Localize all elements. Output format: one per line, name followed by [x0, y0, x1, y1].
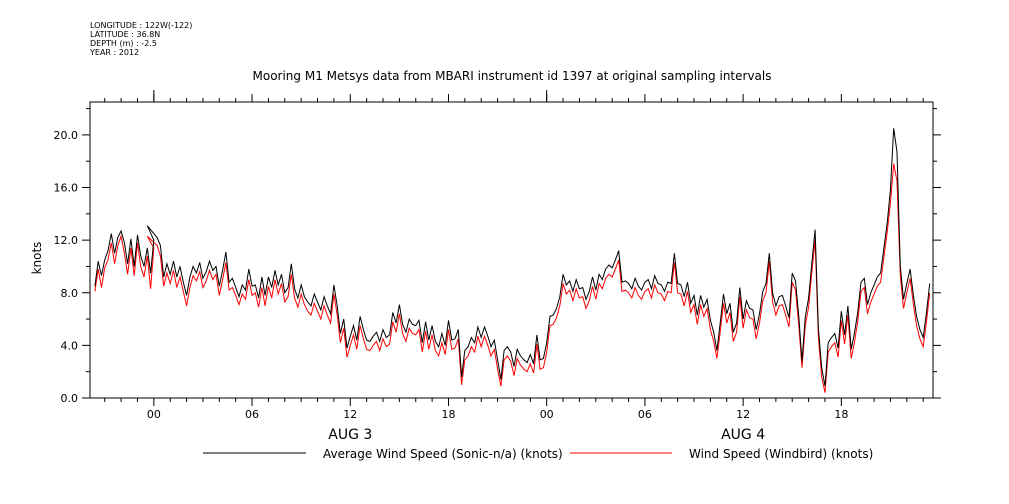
date-label: AUG 4: [721, 427, 765, 443]
x-tick-label: 06: [638, 408, 652, 421]
y-tick-label: 20.0: [54, 129, 79, 142]
y-tick-label: 16.0: [54, 182, 79, 195]
legend-label-windbird: Wind Speed (Windbird) (knots): [689, 447, 873, 461]
x-tick-label: 12: [343, 408, 357, 421]
location-metadata: LONGITUDE : 122W(-122) LATITUDE : 36.8N …: [90, 21, 192, 57]
series-line-windbird: [94, 163, 931, 393]
legend-label-sonic: Average Wind Speed (Sonic-n/a) (knots): [323, 447, 563, 461]
x-tick-label: 06: [245, 408, 259, 421]
chart-title: Mooring M1 Metsys data from MBARI instru…: [253, 69, 772, 83]
y-tick-label: 12.0: [54, 234, 79, 247]
x-tick-label: 12: [736, 408, 750, 421]
x-tick-label: 18: [441, 408, 455, 421]
date-label: AUG 3: [328, 427, 372, 443]
y-axis-label: knots: [30, 242, 44, 275]
x-tick-label: 00: [147, 408, 161, 421]
plot-frame: [89, 101, 934, 399]
x-tick-label: 00: [540, 408, 554, 421]
y-tick-label: 4.0: [61, 339, 79, 352]
metadata-longitude: LONGITUDE : 122W(-122): [90, 21, 193, 30]
metadata-year: YEAR : 2012: [90, 48, 140, 57]
series-line-sonic: [94, 128, 931, 387]
y-tick-label: 0.0: [61, 392, 79, 405]
metadata-latitude: LATITUDE : 36.8N: [90, 30, 161, 39]
y-tick-label: 8.0: [61, 287, 79, 300]
metadata-depth: DEPTH (m) : -2.5: [90, 39, 157, 48]
x-tick-label: 18: [834, 408, 848, 421]
